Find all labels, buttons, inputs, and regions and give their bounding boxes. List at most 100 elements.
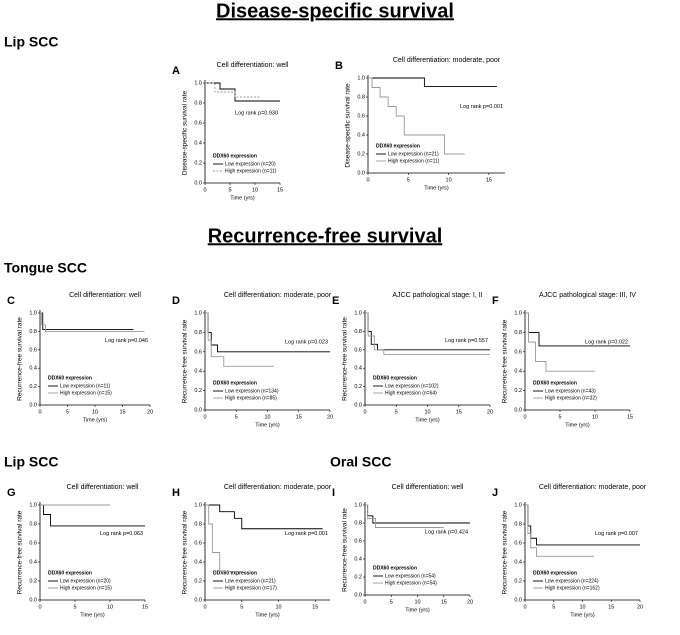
legend-label: High expression (n=15) — [60, 390, 112, 396]
x-tick-label: 5 — [395, 409, 398, 415]
y-tick-label: 0.0 — [194, 597, 202, 603]
group-label: Oral SCC — [330, 454, 391, 470]
legend-title: DDX60 expression — [213, 380, 257, 386]
y-tick-label: 0.2 — [194, 160, 202, 166]
chart-title: Cell differentiation: moderate, poor — [393, 57, 501, 64]
survival-curve — [40, 312, 145, 332]
y-tick-label: 0.8 — [29, 521, 37, 527]
chart-title: Cell differentiation: well — [69, 292, 141, 299]
y-tick-label: 0.0 — [29, 402, 37, 408]
survival-curve — [365, 504, 444, 528]
x-tick-label: 20 — [147, 409, 153, 415]
x-tick-label: 10 — [275, 604, 281, 610]
legend-label: High expression (n=11) — [388, 158, 440, 164]
survival-curve — [205, 82, 280, 102]
x-axis-label: Time (yrs) — [230, 195, 255, 201]
y-tick-label: 1.0 — [194, 80, 202, 86]
panel-label: C — [7, 295, 15, 307]
chart-title: Cell differentiation: well — [392, 484, 464, 491]
y-tick-label: 0.2 — [514, 388, 522, 394]
legend-title: DDX60 expression — [376, 143, 420, 149]
y-tick-label: 0.4 — [354, 556, 362, 562]
legend-label: Low expression (n=134) — [225, 388, 279, 394]
survival-curve — [525, 504, 594, 557]
x-tick-label: 15 — [296, 414, 302, 420]
x-tick-label: 10 — [579, 604, 585, 610]
y-tick-label: 0.4 — [514, 369, 522, 375]
y-tick-label: 1.0 — [29, 502, 37, 508]
legend-title: DDX60 expression — [533, 570, 577, 576]
x-axis-label: Time (yrs) — [570, 612, 595, 618]
y-axis-label: Recurrence-free survival rate — [17, 510, 24, 594]
y-tick-label: 0.6 — [354, 347, 362, 353]
legend-label: High expression (n=11) — [225, 168, 277, 174]
chart-title: Cell differentiation: well — [67, 484, 139, 491]
legend-title: DDX60 expression — [48, 375, 92, 381]
y-tick-label: 0.0 — [357, 170, 365, 176]
annotation: Log rank p=0.046 — [105, 338, 148, 344]
survival-curve — [368, 77, 465, 155]
x-tick-label: 5 — [66, 409, 69, 415]
x-tick-label: 0 — [363, 409, 366, 415]
x-axis-label: Time (yrs) — [255, 422, 280, 428]
x-tick-label: 5 — [240, 604, 243, 610]
y-tick-label: 0.6 — [194, 540, 202, 546]
y-tick-label: 0.0 — [354, 592, 362, 598]
x-tick-label: 0 — [203, 604, 206, 610]
y-tick-label: 0.8 — [354, 520, 362, 526]
legend-label: High expression (n=162) — [545, 585, 600, 591]
y-tick-label: 1.0 — [514, 310, 522, 316]
panel-label: J — [492, 487, 498, 499]
chart-title: AJCC pathological stage: III, IV — [539, 292, 636, 299]
legend-label: High expression (n=85) — [225, 395, 277, 401]
x-tick-label: 15 — [277, 187, 283, 193]
y-tick-label: 1.0 — [194, 310, 202, 316]
panel-label: G — [7, 487, 16, 499]
y-tick-label: 0.4 — [194, 369, 202, 375]
annotation: Log rank p=0.023 — [285, 340, 328, 346]
annotation: Log rank p=0.424 — [425, 529, 468, 535]
x-tick-label: 5 — [390, 599, 393, 605]
y-tick-label: 0.8 — [514, 330, 522, 336]
y-tick-label: 0.2 — [29, 578, 37, 584]
y-tick-label: 0.0 — [29, 597, 37, 603]
section-heading: Recurrence-free survival — [208, 225, 443, 247]
x-tick-label: 10 — [264, 414, 270, 420]
panel-label: I — [332, 487, 335, 499]
panel-label: A — [172, 65, 180, 77]
group-label: Lip SCC — [4, 454, 58, 470]
survival-curve — [40, 312, 134, 331]
x-tick-label: 15 — [456, 409, 462, 415]
x-axis-label: Time (yrs) — [565, 422, 590, 428]
y-tick-label: 0.6 — [194, 120, 202, 126]
survival-curve — [205, 312, 330, 353]
x-axis-label: Time (yrs) — [83, 417, 108, 423]
legend-label: Low expression (n=20) — [225, 161, 276, 167]
chart-title: Cell differentiation: moderate, poor — [224, 292, 332, 299]
y-tick-label: 0.8 — [194, 330, 202, 336]
y-axis-label: Recurrence-free survival rate — [182, 319, 189, 403]
y-axis-label: Recurrence-free survival rate — [342, 508, 349, 592]
section-heading: Disease-specific survival — [216, 0, 454, 22]
y-tick-label: 0.6 — [514, 349, 522, 355]
y-tick-label: 0.4 — [29, 366, 37, 372]
survival-curve — [365, 312, 490, 355]
chart-title: Cell differentiation: well — [217, 62, 289, 69]
x-tick-label: 20 — [487, 409, 493, 415]
survival-curve — [205, 312, 274, 367]
annotation: Log rank p=0.001 — [460, 104, 503, 110]
y-tick-label: 0.0 — [194, 180, 202, 186]
chart-title: Cell differentiation: moderate, poor — [539, 484, 647, 491]
y-tick-label: 0.8 — [194, 521, 202, 527]
x-tick-label: 15 — [627, 414, 633, 420]
x-tick-label: 5 — [558, 414, 561, 420]
x-tick-label: 10 — [414, 599, 420, 605]
group-label: Lip SCC — [4, 34, 58, 50]
y-tick-label: 0.2 — [29, 384, 37, 390]
y-tick-label: 0.4 — [514, 559, 522, 565]
y-axis-label: Recurrence-free survival rate — [502, 510, 509, 594]
legend-label: Low expression (n=21) — [225, 578, 276, 584]
x-tick-label: 5 — [407, 177, 410, 183]
y-tick-label: 1.0 — [514, 502, 522, 508]
